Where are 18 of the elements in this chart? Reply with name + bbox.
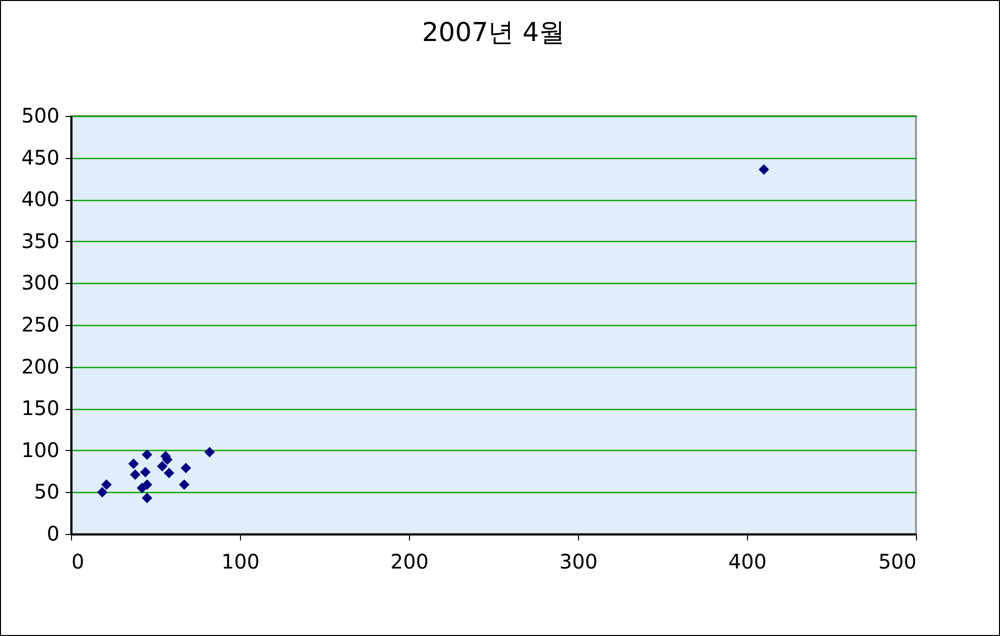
- x-tick-label: 200: [390, 550, 429, 574]
- x-tick-label: 500: [878, 550, 916, 574]
- x-tick-label: 300: [559, 550, 598, 574]
- y-tick-label: 500: [21, 104, 60, 128]
- x-tick-label: 400: [728, 550, 767, 574]
- y-tick-label: 300: [21, 270, 60, 295]
- y-tick-label: 0: [46, 522, 60, 546]
- y-tick-label: 450: [21, 145, 60, 170]
- y-tick-label: 350: [21, 228, 60, 253]
- y-tick-label: 100: [21, 438, 60, 462]
- chart-title: 2007년 4월: [422, 18, 565, 48]
- y-tick-label: 250: [21, 312, 60, 336]
- y-tick-label: 150: [21, 396, 60, 420]
- x-tick-label: 100: [221, 550, 260, 574]
- y-tick-label: 200: [21, 354, 60, 378]
- x-tick-label: 0: [72, 550, 84, 574]
- y-tick-label: 50: [34, 480, 60, 504]
- y-tick-label: 400: [21, 187, 60, 212]
